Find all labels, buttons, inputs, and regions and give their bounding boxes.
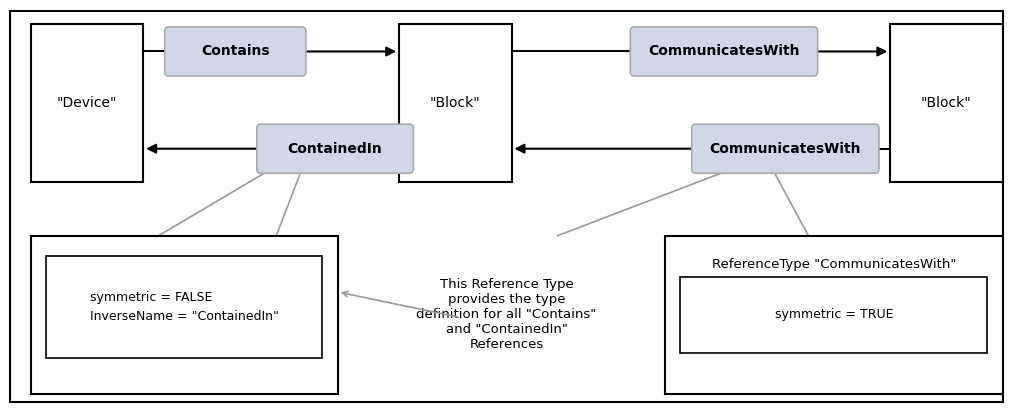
FancyBboxPatch shape bbox=[399, 24, 512, 183]
Text: "Block": "Block" bbox=[921, 96, 971, 110]
FancyBboxPatch shape bbox=[10, 11, 1003, 402]
FancyBboxPatch shape bbox=[681, 277, 988, 354]
Text: This Reference Type
provides the type
definition for all "Contains"
and "Contain: This Reference Type provides the type de… bbox=[416, 278, 597, 351]
FancyBboxPatch shape bbox=[46, 256, 322, 358]
Text: ReferenceType "CommunicatesWith": ReferenceType "CommunicatesWith" bbox=[712, 258, 956, 271]
Text: ContainedIn: ContainedIn bbox=[288, 142, 383, 156]
Text: "Block": "Block" bbox=[430, 96, 481, 110]
FancyBboxPatch shape bbox=[165, 27, 306, 76]
Text: CommunicatesWith: CommunicatesWith bbox=[648, 45, 799, 59]
Text: ReferenceType "Contains": ReferenceType "Contains" bbox=[98, 258, 270, 271]
Text: CommunicatesWith: CommunicatesWith bbox=[709, 142, 861, 156]
FancyBboxPatch shape bbox=[257, 124, 413, 173]
FancyBboxPatch shape bbox=[666, 236, 1003, 394]
Text: symmetric = TRUE: symmetric = TRUE bbox=[775, 309, 893, 321]
Text: Contains: Contains bbox=[201, 45, 269, 59]
FancyBboxPatch shape bbox=[692, 124, 879, 173]
FancyBboxPatch shape bbox=[30, 24, 143, 183]
FancyBboxPatch shape bbox=[630, 27, 817, 76]
Text: symmetric = FALSE
InverseName = "ContainedIn": symmetric = FALSE InverseName = "Contain… bbox=[90, 291, 279, 323]
Text: "Device": "Device" bbox=[57, 96, 118, 110]
FancyBboxPatch shape bbox=[890, 24, 1003, 183]
FancyBboxPatch shape bbox=[30, 236, 337, 394]
